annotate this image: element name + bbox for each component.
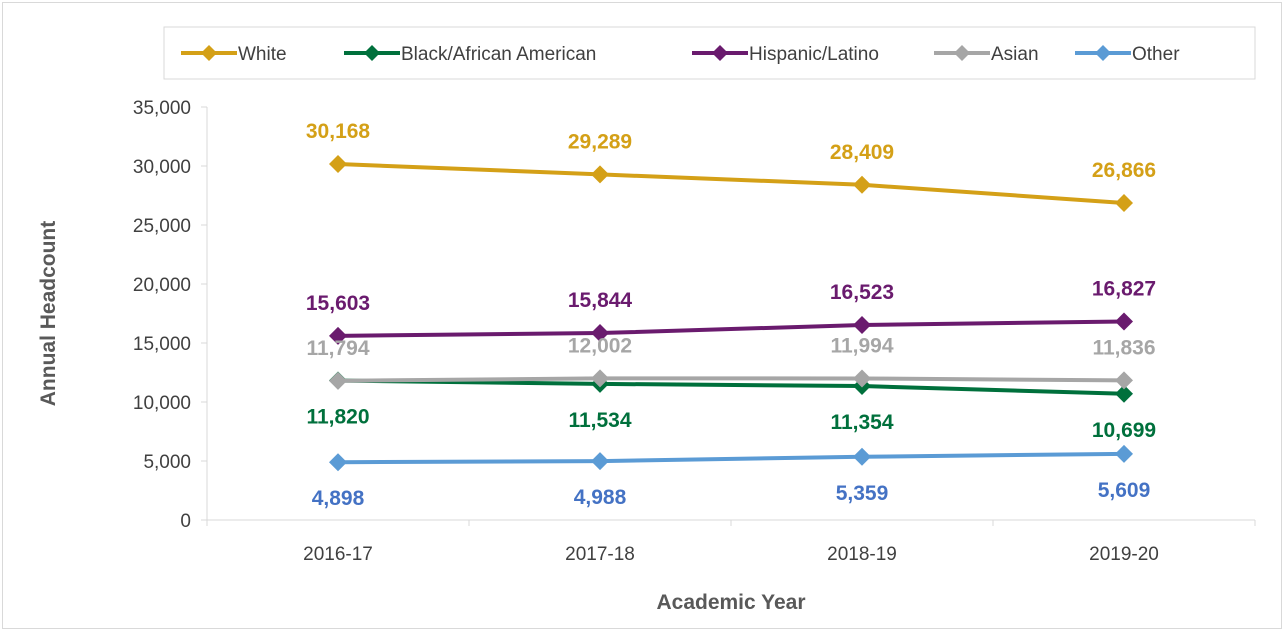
- data-label: 15,844: [568, 289, 633, 312]
- series-line: [337, 376, 1125, 383]
- data-point-marker: [1115, 312, 1133, 331]
- data-label: 30,168: [306, 120, 371, 143]
- x-tick-label: 2018-19: [827, 544, 897, 565]
- data-point-marker: [329, 453, 347, 472]
- y-tick-label: 35,000: [133, 98, 191, 119]
- series-line: [337, 319, 1125, 338]
- data-label: 12,002: [568, 334, 632, 357]
- series-other: [329, 444, 1133, 472]
- data-label: 11,354: [830, 411, 893, 434]
- legend-item: Hispanic/Latino: [692, 44, 879, 65]
- legend: White Black/African American Hispanic/Lati…: [163, 26, 1256, 80]
- series-line: [337, 378, 1125, 396]
- data-point-marker: [1115, 193, 1133, 212]
- data-label: 4,898: [312, 487, 365, 510]
- legend-item: Asian: [934, 44, 1039, 65]
- data-label: 5,609: [1098, 479, 1151, 502]
- data-point-marker: [853, 175, 871, 194]
- data-label: 11,836: [1092, 336, 1155, 359]
- data-label: 5,359: [836, 482, 889, 505]
- data-point-marker: [329, 371, 347, 390]
- legend-marker-icon: [712, 45, 728, 61]
- data-label: 28,409: [830, 141, 894, 164]
- legend-item: White: [181, 44, 287, 65]
- x-tick-label: 2016-17: [303, 544, 373, 565]
- data-label: 29,289: [568, 130, 632, 153]
- x-tick-label: 2017-18: [565, 544, 635, 565]
- data-point-marker: [591, 452, 609, 471]
- axes: 0 5,000 10,000 15,000 20,000 25,000 30,000 35,0…: [133, 98, 1256, 565]
- data-label: 11,994: [830, 334, 893, 357]
- series-line: [337, 162, 1125, 205]
- data-point-marker: [1115, 371, 1133, 390]
- legend-label: Asian: [991, 44, 1039, 65]
- data-label: 16,827: [1092, 277, 1156, 300]
- series-asian: [329, 369, 1133, 390]
- legend-label: Hispanic/Latino: [749, 44, 879, 65]
- data-label: 11,534: [568, 409, 631, 432]
- data-point-marker: [591, 324, 609, 343]
- data-point-marker: [853, 316, 871, 335]
- legend-marker-icon: [1095, 45, 1111, 61]
- legend-item: Other: [1075, 44, 1180, 65]
- data-label: 15,603: [306, 292, 370, 315]
- data-label: 26,866: [1092, 159, 1156, 182]
- y-tick-label: 25,000: [133, 216, 191, 237]
- x-axis-title: Academic Year: [656, 591, 805, 614]
- chart-svg: White Black/African American Hispanic/Lati…: [37, 26, 1256, 614]
- series-lines: [329, 155, 1133, 472]
- x-tick-label: 2019-20: [1089, 544, 1159, 565]
- data-point-marker: [1115, 384, 1133, 403]
- y-tick-label: 5,000: [143, 452, 191, 473]
- y-axis-title: Annual Headcount: [37, 221, 60, 407]
- series-hispanic-latino: [329, 312, 1133, 345]
- y-tick-label: 10,000: [133, 393, 191, 414]
- legend-label: White: [238, 44, 287, 65]
- data-point-marker: [853, 369, 871, 388]
- series-line: [337, 451, 1125, 465]
- data-point-marker: [853, 447, 871, 466]
- data-label: 16,523: [830, 281, 894, 304]
- legend-label: Black/African American: [401, 44, 596, 65]
- data-point-marker: [591, 369, 609, 388]
- legend-item: Black/African American: [344, 44, 596, 65]
- y-tick-label: 0: [180, 511, 191, 532]
- y-tick-label: 20,000: [133, 275, 191, 296]
- y-tick-label: 15,000: [133, 334, 191, 355]
- data-label: 11,794: [306, 337, 369, 360]
- data-labels: 30,168 29,289 28,409 26,866 15,603 15,844 16,5…: [306, 120, 1156, 510]
- y-tick-label: 30,000: [133, 157, 191, 178]
- data-point-marker: [591, 165, 609, 184]
- data-label: 4,988: [574, 486, 627, 509]
- legend-marker-icon: [201, 45, 217, 61]
- legend-marker-icon: [364, 45, 380, 61]
- data-point-marker: [329, 155, 347, 174]
- data-label: 10,699: [1092, 419, 1156, 442]
- series-black-african-american: [329, 371, 1133, 403]
- data-label: 11,820: [306, 406, 369, 429]
- legend-label: Other: [1132, 44, 1180, 65]
- data-point-marker: [329, 326, 347, 345]
- data-point-marker: [1115, 444, 1133, 463]
- legend-marker-icon: [954, 45, 970, 61]
- series-white: [329, 155, 1133, 212]
